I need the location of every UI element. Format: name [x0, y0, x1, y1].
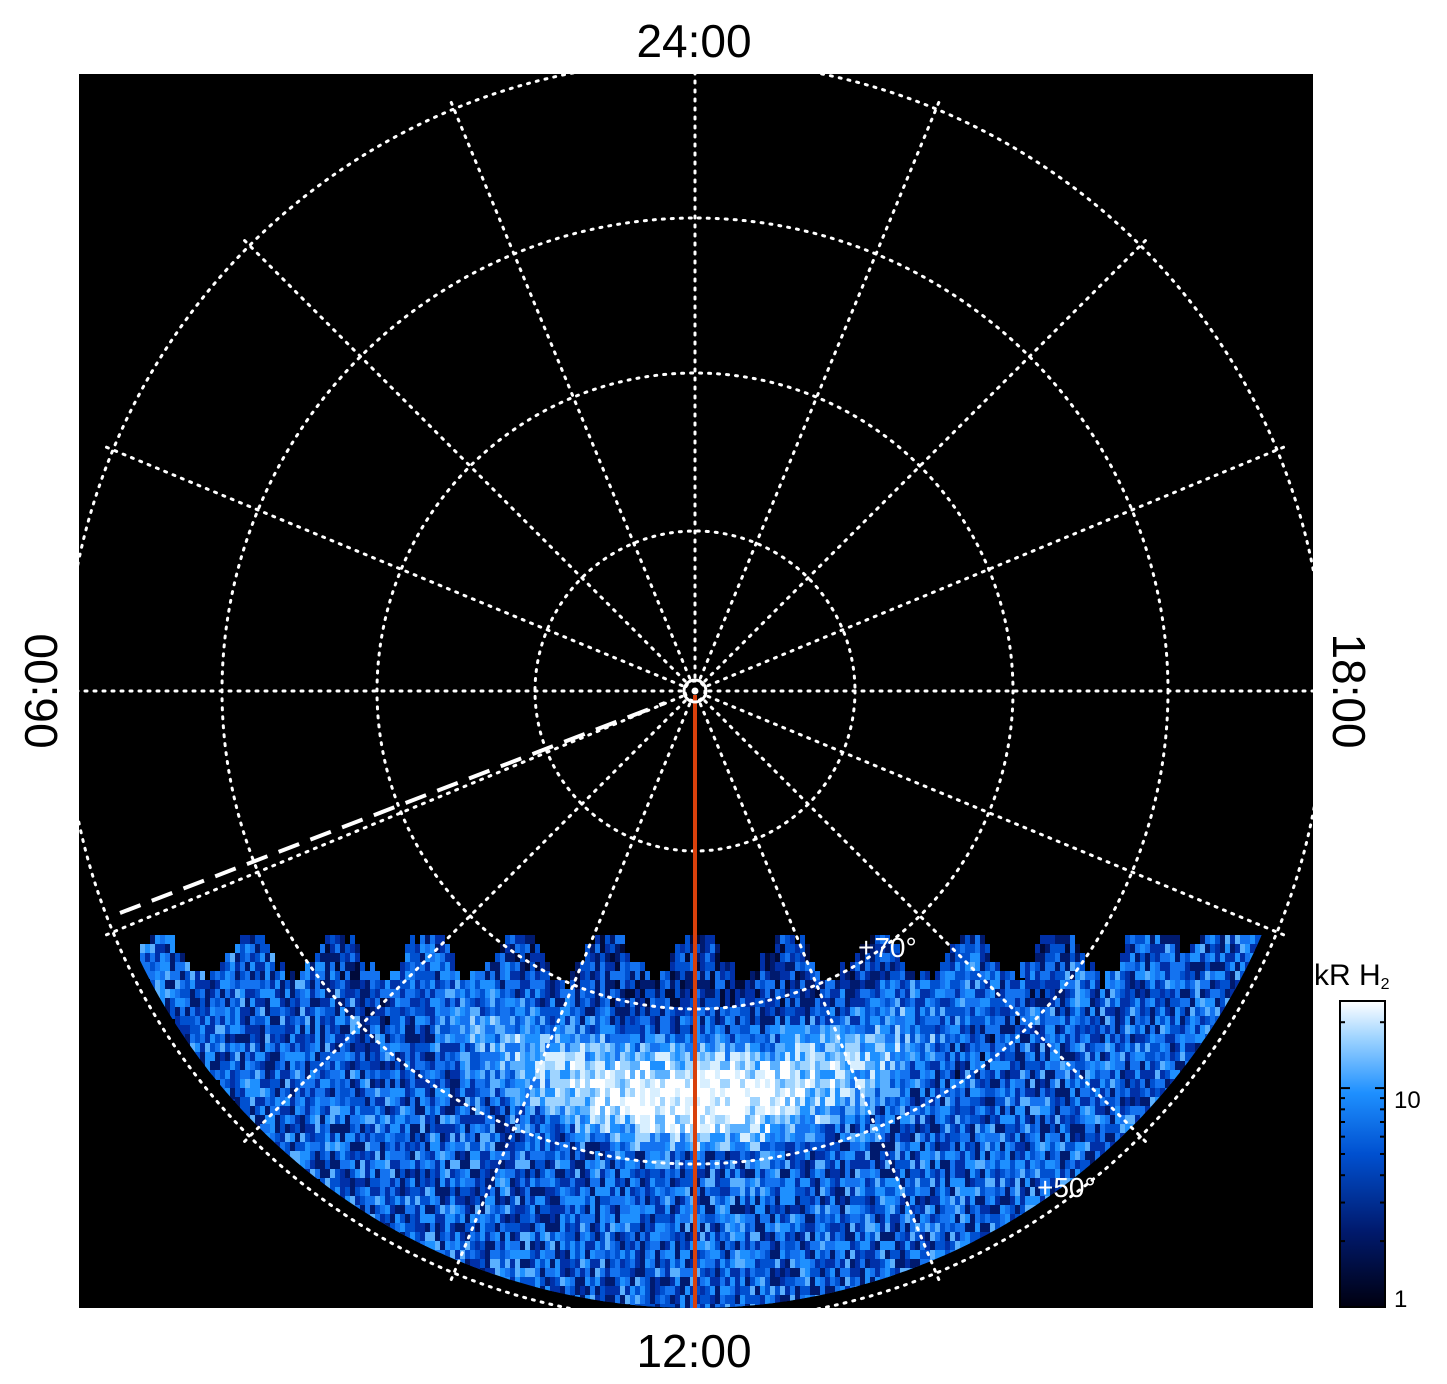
colorbar-gradient: [1339, 1000, 1386, 1308]
local-time-label-right: 18:00: [1323, 633, 1375, 748]
pole-marker-inner: [691, 687, 699, 695]
grid-meridian-6: [240, 699, 687, 1146]
colorbar-tick-label-1: 1: [1394, 1286, 1407, 1313]
grid-meridian-5: [448, 702, 692, 1284]
local-time-label-top: 24:00: [636, 15, 751, 67]
colorbar-tick-label-10: 10: [1394, 1087, 1421, 1114]
grid-meridian-3: [698, 702, 942, 1284]
latitude-label-70: +70°: [858, 932, 917, 963]
grid-meridian-15: [706, 444, 1288, 688]
colorbar-title: kR H2: [1314, 959, 1390, 993]
colorbar: kR H2 10 1: [1314, 959, 1421, 1313]
grid-meridian-1: [706, 694, 1288, 938]
polar-grid: [79, 74, 1313, 1308]
grid-meridian-10: [240, 236, 687, 683]
grid-meridian-2: [703, 699, 1150, 1146]
pole-marker: [682, 678, 708, 704]
grid-meridian-13: [698, 98, 942, 680]
grid-meridian-11: [448, 98, 692, 680]
local-time-label-left: 06:00: [15, 633, 67, 748]
grid-meridian-9: [102, 444, 684, 688]
auroral-emission-image: [140, 935, 1265, 1308]
grid-meridian-7: [102, 694, 684, 938]
grid-meridian-14: [703, 236, 1150, 683]
latitude-label-50: +50°: [1037, 1172, 1096, 1203]
local-time-label-bottom: 12:00: [636, 1325, 751, 1377]
dashed-reference-line: [119, 701, 666, 915]
colorbar-ticks: [1340, 1021, 1385, 1243]
grid-circle-2: [375, 371, 1015, 1011]
